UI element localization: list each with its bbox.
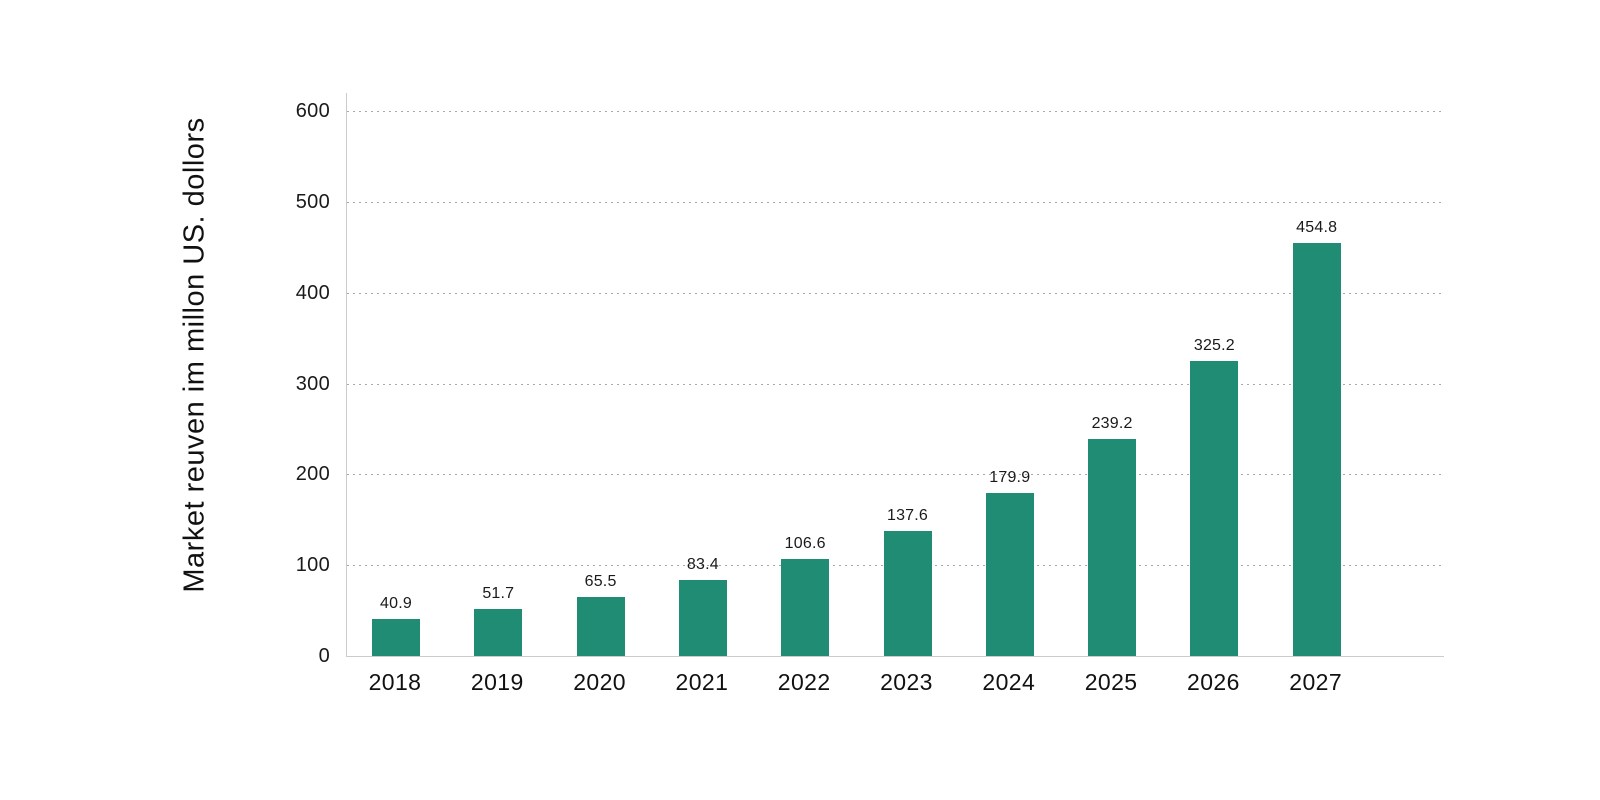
y-tick-label: 400 bbox=[295, 281, 330, 304]
bar-2020 bbox=[576, 596, 625, 656]
gridline-300 bbox=[347, 383, 1444, 385]
y-tick-label: 100 bbox=[295, 554, 330, 577]
bar-2021 bbox=[678, 580, 727, 656]
bar-2026 bbox=[1190, 360, 1239, 656]
x-tick-label-2022: 2022 bbox=[777, 669, 831, 695]
x-tick-label-2024: 2024 bbox=[982, 669, 1036, 695]
bar-2027 bbox=[1292, 242, 1341, 656]
bar-value-label: 325.2 bbox=[1193, 336, 1235, 354]
bar-value-label: 83.4 bbox=[686, 556, 719, 574]
x-tick-label-2021: 2021 bbox=[675, 669, 729, 695]
bar-value-label: 65.5 bbox=[584, 572, 617, 590]
x-tick-label-2020: 2020 bbox=[573, 669, 626, 695]
bar-2024 bbox=[985, 492, 1034, 656]
x-tick-label-2019: 2019 bbox=[470, 669, 524, 695]
gridline-400 bbox=[347, 292, 1444, 294]
bar-value-label: 106.6 bbox=[784, 535, 826, 553]
bar-2018 bbox=[372, 618, 420, 656]
gridline-500 bbox=[347, 201, 1444, 203]
y-tick-label: 200 bbox=[295, 463, 330, 486]
x-tick-label-2026: 2026 bbox=[1187, 669, 1240, 695]
bar-2025 bbox=[1088, 438, 1137, 656]
bar-2022 bbox=[781, 559, 830, 656]
y-tick-label: 600 bbox=[295, 100, 330, 122]
plot-area: 40.9 51.7 65.5 83.4 106.6 137.6 179.9 239.2 325.… bbox=[346, 93, 1444, 657]
bar-2019 bbox=[474, 609, 523, 656]
x-tick-label-2027: 2027 bbox=[1289, 669, 1343, 695]
gridline-600 bbox=[347, 111, 1444, 112]
y-tick-label: 300 bbox=[295, 372, 330, 395]
y-tick-label: 500 bbox=[295, 190, 330, 213]
x-tick-label-2025: 2025 bbox=[1084, 669, 1138, 695]
bar-value-label: 179.9 bbox=[989, 468, 1031, 486]
bar-value-label: 51.7 bbox=[482, 585, 515, 603]
y-tick-label: 0 bbox=[318, 645, 330, 667]
x-tick-label-2023: 2023 bbox=[880, 669, 933, 695]
gridline-200 bbox=[347, 474, 1444, 476]
bar-value-label: 40.9 bbox=[380, 594, 412, 612]
bar-value-label: 239.2 bbox=[1091, 414, 1133, 432]
x-tick-label-2018: 2018 bbox=[368, 669, 422, 695]
bar-value-label: 454.8 bbox=[1296, 218, 1338, 236]
bar-2023 bbox=[883, 531, 932, 656]
bar-value-label: 137.6 bbox=[886, 507, 929, 525]
y-axis-title: Market reuven im millon US. dollors bbox=[178, 117, 211, 593]
